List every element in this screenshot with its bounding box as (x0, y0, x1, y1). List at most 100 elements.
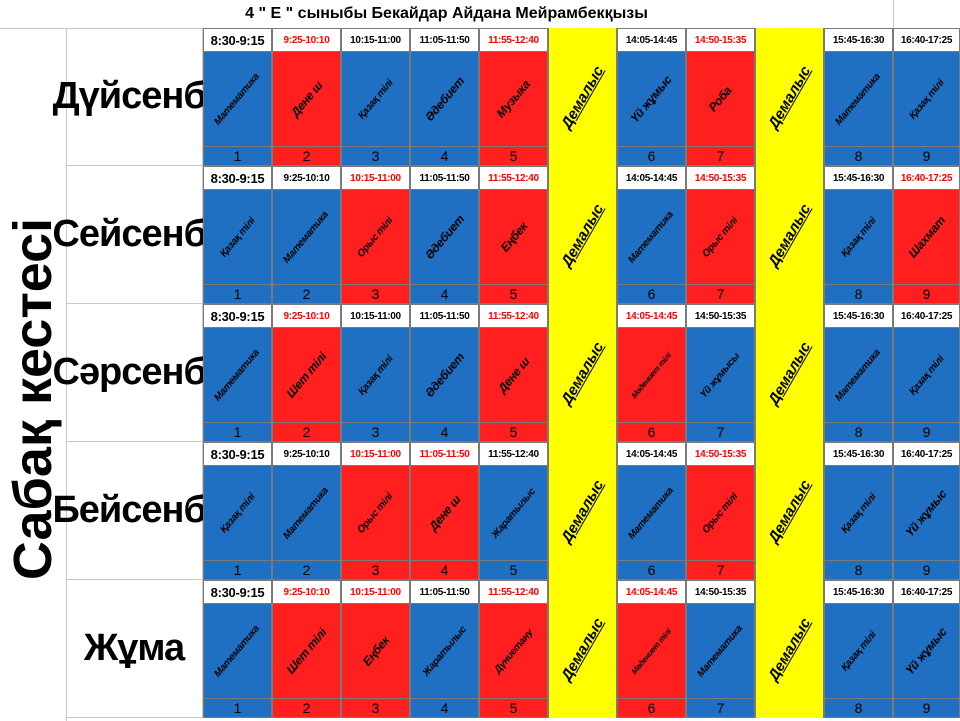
lesson-number: 7 (687, 698, 754, 717)
day-label: Сәрсенбі (52, 304, 217, 442)
lesson-cell[interactable]: 8:30-9:15 Математика 1 (203, 580, 272, 718)
lesson-time: 10:15-11:00 (342, 29, 409, 52)
page-title: 4 " Е " сыныбы Бекайдар Айдана Мейрамбек… (0, 0, 893, 29)
lesson-number: 9 (894, 284, 959, 303)
lesson-time: 11:55-12:40 (480, 443, 547, 466)
lesson-cell[interactable]: 14:50-15:35 Роба 7 (686, 28, 755, 166)
lesson-cell[interactable]: 11:05-11:50 Жаратылыс 4 (410, 580, 479, 718)
lesson-time: 9:25-10:10 (273, 167, 340, 190)
lesson-cell[interactable]: 10:15-11:00 Қазақ тілі 3 (341, 28, 410, 166)
lesson-cell[interactable]: 14:50-15:35 Орыс тілі 7 (686, 166, 755, 304)
lesson-time: 14:05-14:45 (618, 305, 685, 328)
lesson-subject-text: Музыка (493, 77, 534, 121)
lesson-time: 11:55-12:40 (480, 581, 547, 604)
lesson-cell[interactable]: 15:45-16:30 Қазақ тілі 8 (824, 442, 893, 580)
lesson-time: 11:05-11:50 (411, 29, 478, 52)
lesson-subject-text: Қазақ тілі (217, 491, 258, 535)
lesson-cell[interactable]: 14:50-15:35 Математика 7 (686, 580, 755, 718)
lesson-cell[interactable]: 10:15-11:00 Орыс тілі 3 (341, 166, 410, 304)
break-label: Демалыс (764, 200, 815, 270)
lesson-number: 5 (480, 284, 547, 303)
lesson-subject: Үй жұмыс (618, 51, 685, 147)
lesson-cell[interactable]: 9:25-10:10 Шет тілі 2 (272, 580, 341, 718)
lesson-cell[interactable]: 9:25-10:10 Дене ш 2 (272, 28, 341, 166)
lesson-subject: Математика (273, 465, 340, 561)
break-cell: Демалыс (548, 28, 617, 166)
lesson-subject-text: Жаратылыс (420, 623, 469, 679)
lesson-cell[interactable]: 11:05-11:50 Әдебиет 4 (410, 166, 479, 304)
lesson-subject: Дене ш (273, 51, 340, 147)
lesson-cell[interactable]: 9:25-10:10 Математика 2 (272, 166, 341, 304)
lesson-cell[interactable]: 15:45-16:30 Математика 8 (824, 304, 893, 442)
lesson-cell[interactable]: 8:30-9:15 Математика 1 (203, 304, 272, 442)
lesson-cell[interactable]: 16:40-17:25 Қазақ тілі 9 (893, 28, 960, 166)
lesson-cell[interactable]: 11:55-12:40 Музыка 5 (479, 28, 548, 166)
lesson-subject: Жаратылыс (411, 603, 478, 699)
lesson-number: 8 (825, 698, 892, 717)
break-label: Демалыс (764, 62, 815, 132)
lesson-cell[interactable]: 11:05-11:50 Әдебиет 4 (410, 28, 479, 166)
lesson-cell[interactable]: 11:55-12:40 Жаратылыс 5 (479, 442, 548, 580)
lesson-subject-text: Математика (212, 346, 263, 404)
lesson-cell[interactable]: 10:15-11:00 Қазақ тілі 3 (341, 304, 410, 442)
lesson-subject: Орыс тілі (342, 465, 409, 561)
lesson-subject-text: Қазақ тілі (217, 215, 258, 259)
lesson-cell[interactable]: 14:05-14:45 Математика 6 (617, 442, 686, 580)
lesson-cell[interactable]: 15:45-16:30 Қазақ тілі 8 (824, 580, 893, 718)
lesson-cell[interactable]: 8:30-9:15 Қазақ тілі 1 (203, 166, 272, 304)
lesson-number: 2 (273, 422, 340, 441)
lesson-subject-text: Әдебиет (422, 74, 467, 124)
lesson-cell[interactable]: 15:45-16:30 Математика 8 (824, 28, 893, 166)
lesson-cell[interactable]: 14:50-15:35 Орыс тілі 7 (686, 442, 755, 580)
lesson-time: 9:25-10:10 (273, 305, 340, 328)
lesson-cell[interactable]: 9:25-10:10 Шет тілі 2 (272, 304, 341, 442)
break-label: Демалыс (764, 476, 815, 546)
lesson-cell[interactable]: 14:05-14:45 Мәдениет тілі 6 (617, 304, 686, 442)
lesson-time: 14:50-15:35 (687, 29, 754, 52)
lesson-cell[interactable]: 10:15-11:00 Орыс тілі 3 (341, 442, 410, 580)
lesson-time: 14:50-15:35 (687, 167, 754, 190)
lesson-number: 9 (894, 560, 959, 579)
lesson-time: 8:30-9:15 (204, 305, 271, 328)
lesson-subject: Үй жұмыс (894, 465, 959, 561)
title-corner-cell (893, 0, 960, 28)
lesson-subject: Қазақ тілі (825, 189, 892, 285)
lesson-subject-text: Мәдениет тілі (629, 626, 674, 676)
lesson-subject-text: Жаратылыс (489, 485, 538, 541)
lesson-cell[interactable]: 15:45-16:30 Қазақ тілі 8 (824, 166, 893, 304)
lesson-cell[interactable]: 14:05-14:45 Үй жұмыс 6 (617, 28, 686, 166)
lesson-time: 11:05-11:50 (411, 581, 478, 604)
lesson-cell[interactable]: 9:25-10:10 Математика 2 (272, 442, 341, 580)
lesson-cell[interactable]: 8:30-9:15 Математика 1 (203, 28, 272, 166)
lesson-cell[interactable]: 16:40-17:25 Шахмат 9 (893, 166, 960, 304)
lesson-subject-text: Орыс тілі (355, 490, 396, 536)
break-label: Демалыс (764, 338, 815, 408)
lesson-subject-text: Шахмат (905, 213, 948, 261)
lesson-cell[interactable]: 11:55-12:40 Дене ш 5 (479, 304, 548, 442)
lesson-subject-text: Қазақ тілі (838, 215, 879, 259)
lesson-subject: Мәдениет тілі (618, 603, 685, 699)
lesson-number: 3 (342, 422, 409, 441)
lesson-subject: Мәдениет тілі (618, 327, 685, 423)
break-label: Демалыс (557, 614, 608, 684)
lesson-time: 15:45-16:30 (825, 443, 892, 466)
lesson-cell[interactable]: 14:05-14:45 Математика 6 (617, 166, 686, 304)
lesson-cell[interactable]: 16:40-17:25 Үй жұмыс 9 (893, 580, 960, 718)
lesson-subject: Математика (618, 189, 685, 285)
lesson-number: 7 (687, 422, 754, 441)
lesson-subject: Математика (204, 603, 271, 699)
lesson-subject: Әдебиет (411, 51, 478, 147)
lesson-cell[interactable]: 14:05-14:45 Мәдениет тілі 6 (617, 580, 686, 718)
lesson-cell[interactable]: 14:50-15:35 Үй жұмысы 7 (686, 304, 755, 442)
break-cell: Демалыс (755, 166, 824, 304)
lesson-cell[interactable]: 11:55-12:40 Дүниетану 5 (479, 580, 548, 718)
lesson-cell[interactable]: 11:55-12:40 Еңбек 5 (479, 166, 548, 304)
lesson-cell[interactable]: 10:15-11:00 Еңбек 3 (341, 580, 410, 718)
lesson-cell[interactable]: 11:05-11:50 Дене ш 4 (410, 442, 479, 580)
lesson-time: 11:55-12:40 (480, 29, 547, 52)
lesson-number: 4 (411, 422, 478, 441)
lesson-cell[interactable]: 16:40-17:25 Қазақ тілі 9 (893, 304, 960, 442)
lesson-cell[interactable]: 11:05-11:50 Әдебиет 4 (410, 304, 479, 442)
lesson-cell[interactable]: 8:30-9:15 Қазақ тілі 1 (203, 442, 272, 580)
lesson-cell[interactable]: 16:40-17:25 Үй жұмыс 9 (893, 442, 960, 580)
